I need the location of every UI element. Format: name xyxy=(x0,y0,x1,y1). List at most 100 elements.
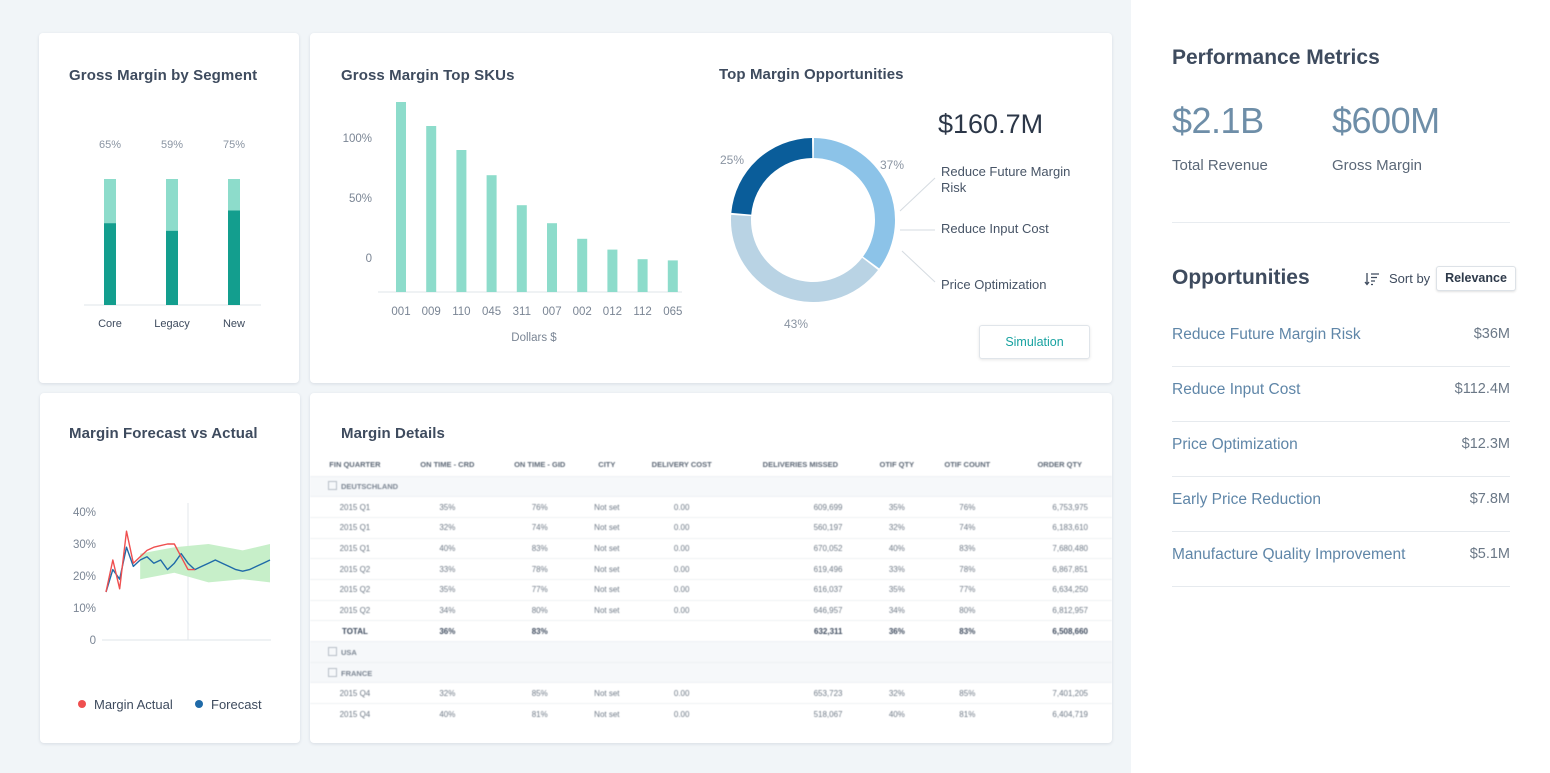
segment-category-label: New xyxy=(223,318,245,330)
table-row[interactable]: 2015 Q4 32% 85% Not set 0.00 653,723 32% 85% 7,4… xyxy=(310,682,1112,704)
table-header-row: FIN QUARTER ON TIME - CRD ON TIME - GID CIT… xyxy=(310,453,1112,476)
opportunity-row[interactable]: Reduce Future Margin Risk $36M xyxy=(1172,312,1510,367)
table-cell: 560,197 xyxy=(734,516,867,539)
table-cell: 76% xyxy=(927,496,1008,518)
table-cell: 6,404,719 xyxy=(1007,703,1112,725)
forecast-ytick-label: 0 xyxy=(90,635,96,647)
sku-bar xyxy=(607,249,618,292)
forecast-line xyxy=(105,546,271,593)
sku-xtick-label: 112 xyxy=(633,306,651,318)
opportunity-name[interactable]: Price Optimization xyxy=(1172,436,1298,453)
column-header[interactable]: ON TIME - CRD xyxy=(420,459,475,469)
table-cell: 2015 Q4 xyxy=(310,682,400,704)
column-header[interactable]: DELIVERY COST xyxy=(651,459,712,469)
opportunity-name[interactable]: Reduce Future Margin Risk xyxy=(1172,326,1361,343)
table-group-row[interactable]: DEUTSCHLAND xyxy=(310,475,1112,497)
gross-margin-label: Gross Margin xyxy=(1332,157,1423,174)
table-cell: 74% xyxy=(494,516,585,539)
table-cell: 85% xyxy=(494,682,585,704)
segment-chart: 65% Core 59% Legacy 75% New xyxy=(84,139,261,330)
table-cell: Not set xyxy=(584,516,630,539)
column-header[interactable]: CITY xyxy=(598,459,616,469)
simulation-button[interactable]: Simulation xyxy=(979,325,1090,359)
column-header[interactable]: FIN QUARTER xyxy=(329,459,381,469)
forecast-range-band xyxy=(140,544,270,583)
opportunity-row[interactable]: Price Optimization $12.3M xyxy=(1172,422,1510,477)
forecast-ytick-label: 10% xyxy=(73,603,96,615)
table-cell: 40% xyxy=(866,703,928,725)
table-cell: 609,699 xyxy=(734,496,867,518)
table-cell: 0.00 xyxy=(629,537,735,559)
table-cell: 77% xyxy=(494,578,585,601)
table-cell: TOTAL xyxy=(310,620,400,642)
column-header[interactable]: ON TIME - GID xyxy=(514,459,566,469)
segment-pct-label: 59% xyxy=(161,139,183,151)
column-header[interactable]: OTIF QTY xyxy=(879,459,915,469)
sku-bar xyxy=(486,175,497,292)
table-cell: 32% xyxy=(866,682,928,704)
table-cell: 34% xyxy=(866,599,928,621)
table-cell: Not set xyxy=(584,496,630,518)
sku-ytick-label: 0 xyxy=(366,253,372,265)
table-cell: 34% xyxy=(399,599,495,621)
sku-xtick-label: 009 xyxy=(422,306,441,318)
donut-connector xyxy=(899,177,936,212)
opportunity-value: $12.3M xyxy=(1461,436,1510,452)
table-group-row[interactable]: USA xyxy=(310,641,1112,663)
table-row[interactable]: 2015 Q2 33% 78% Not set 0.00 619,496 33% 78% 6,8… xyxy=(310,558,1112,580)
opps-total-value: $160.7M xyxy=(938,109,1044,139)
sku-xtick-label: 311 xyxy=(513,306,531,318)
table-cell: 6,753,975 xyxy=(1007,496,1112,518)
opportunity-row[interactable]: Manufacture Quality Improvement $5.1M xyxy=(1172,532,1510,587)
table-cell: 32% xyxy=(399,682,495,704)
collapse-icon[interactable] xyxy=(328,481,337,491)
donut-slice xyxy=(731,214,879,302)
table-cell: 0.00 xyxy=(629,578,735,601)
opportunity-row[interactable]: Reduce Input Cost $112.4M xyxy=(1172,367,1510,422)
total-revenue-label: Total Revenue xyxy=(1172,157,1268,174)
segment-bar-remainder xyxy=(104,179,116,224)
sku-card-title: Gross Margin Top SKUs xyxy=(341,67,515,84)
table-row[interactable]: 2015 Q2 34% 80% Not set 0.00 646,957 34% 80% 6,8… xyxy=(310,599,1112,621)
table-row[interactable]: 2015 Q1 32% 74% Not set 0.00 560,197 32% 74% 6,1… xyxy=(310,516,1112,539)
column-header[interactable]: DELIVERIES MISSED xyxy=(762,459,839,469)
sort-icon[interactable] xyxy=(1364,272,1380,286)
right-panel: Performance Metrics $2.1B Total Revenue … xyxy=(1131,0,1550,773)
table-cell: 85% xyxy=(927,682,1008,704)
collapse-icon[interactable] xyxy=(328,667,337,677)
table-cell: 35% xyxy=(866,496,928,518)
forecast-ytick-label: 40% xyxy=(73,507,96,519)
table-cell: 32% xyxy=(399,516,495,539)
table-cell: 83% xyxy=(927,537,1008,559)
table-total-row[interactable]: TOTAL 36% 83% 632,311 36% 83% 6,508,660 xyxy=(310,620,1112,642)
margin-details-title: Margin Details xyxy=(341,425,445,442)
table-cell: Not set xyxy=(584,599,630,621)
sku-xtick-label: 110 xyxy=(452,306,470,318)
segment-category-label: Legacy xyxy=(154,318,190,330)
sku-ytick-label: 50% xyxy=(349,193,372,205)
expand-icon[interactable] xyxy=(328,646,337,656)
sku-bar xyxy=(516,205,527,292)
forecast-ytick-label: 20% xyxy=(73,571,96,583)
opportunity-name[interactable]: Early Price Reduction xyxy=(1172,491,1322,508)
opportunity-name[interactable]: Reduce Input Cost xyxy=(1172,381,1301,398)
segment-bar-remainder xyxy=(228,179,240,211)
opportunity-name[interactable]: Manufacture Quality Improvement xyxy=(1172,546,1406,563)
gross-margin-value: $600M xyxy=(1332,100,1440,141)
column-header[interactable]: OTIF COUNT xyxy=(944,459,991,469)
forecast-ytick-label: 30% xyxy=(73,539,96,551)
table-row[interactable]: 2015 Q4 40% 81% Not set 0.00 518,067 40% 81% 6,4… xyxy=(310,703,1112,725)
sort-by-label: Sort by xyxy=(1389,271,1431,286)
sku-xaxis-label: Dollars $ xyxy=(511,332,557,344)
opportunity-row[interactable]: Early Price Reduction $7.8M xyxy=(1172,477,1510,532)
table-row[interactable]: 2015 Q1 35% 76% Not set 0.00 609,699 35% 76% 6,7… xyxy=(310,496,1112,518)
table-group-row[interactable]: FRANCE xyxy=(310,661,1112,683)
column-header[interactable]: ORDER QTY xyxy=(1037,459,1083,469)
sort-relevance-dropdown[interactable]: Relevance xyxy=(1436,266,1516,291)
table-cell: 32% xyxy=(866,516,928,539)
table-row[interactable]: 2015 Q1 40% 83% Not set 0.00 670,052 40% 83% 7,6… xyxy=(310,537,1112,559)
table-row[interactable]: 2015 Q2 35% 77% Not set 0.00 616,037 35% 77% 6,6… xyxy=(310,578,1112,601)
table-cell: Not set xyxy=(584,578,630,601)
donut-connector xyxy=(901,250,936,283)
donut-slice xyxy=(731,138,813,215)
